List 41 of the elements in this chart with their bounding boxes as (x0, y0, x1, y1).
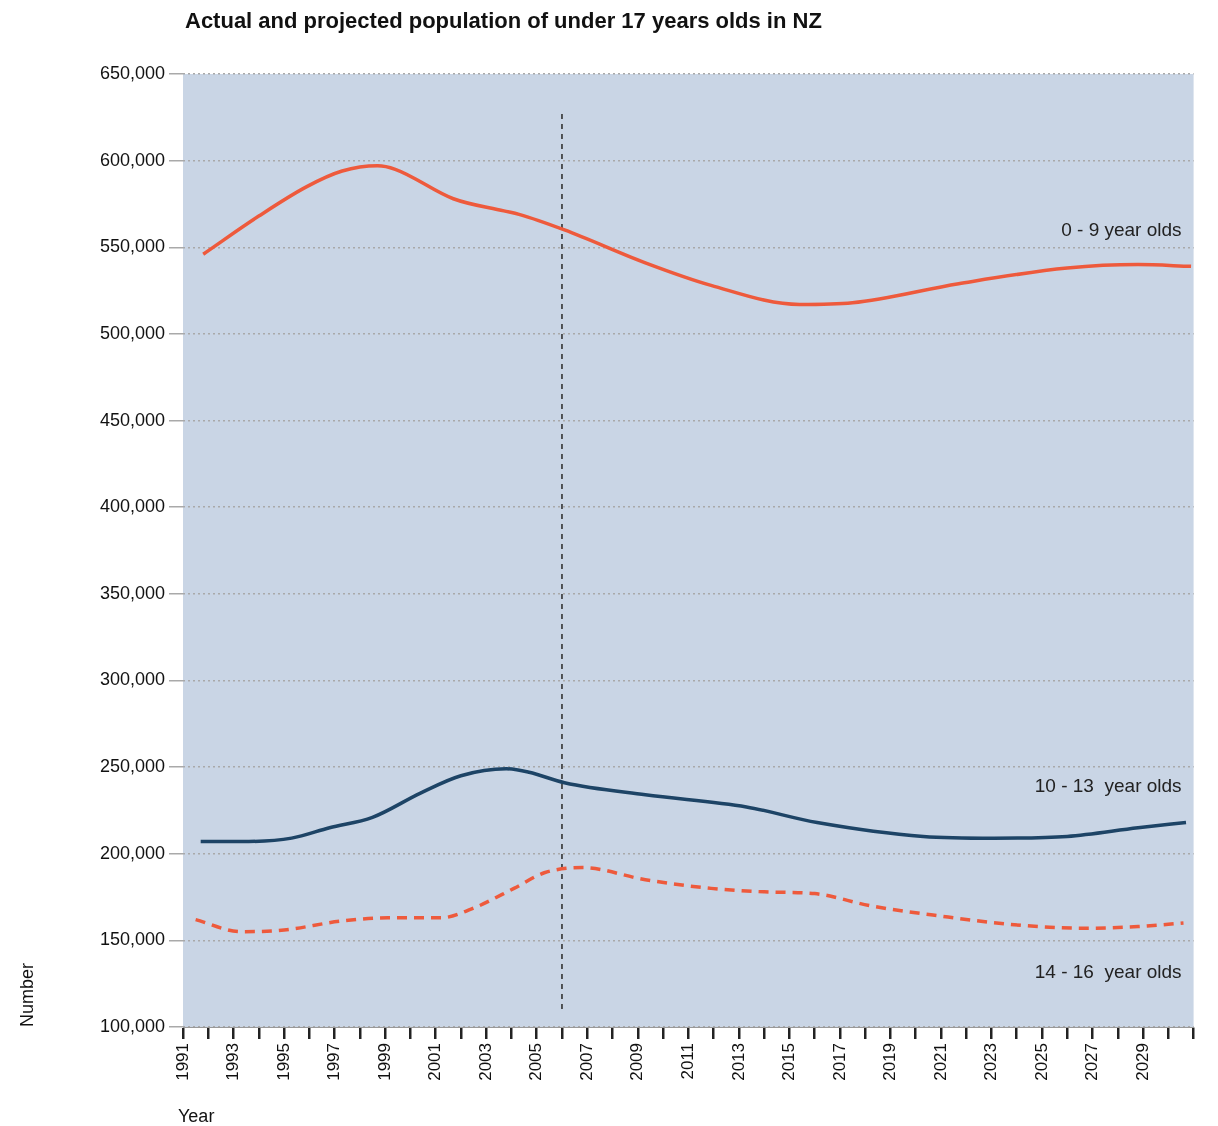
x-tick-label: 2029 (1132, 1043, 1152, 1081)
series-label: 14 - 16 year olds (1034, 961, 1182, 983)
y-tick-label: 600,000 (99, 149, 165, 170)
x-tick-label: 2001 (425, 1043, 445, 1081)
y-tick-label: 300,000 (99, 669, 165, 690)
y-tick-label: 400,000 (99, 496, 165, 517)
x-tick-label: 2009 (627, 1043, 647, 1081)
x-tick-label: 2021 (930, 1043, 950, 1081)
x-tick-label: 1995 (273, 1043, 293, 1081)
series-label: 0 - 9 year olds (1061, 218, 1182, 240)
x-tick-label: 2025 (1031, 1043, 1051, 1081)
y-tick-label: 500,000 (99, 322, 165, 343)
x-tick-label: 2011 (677, 1043, 697, 1080)
y-tick-label: 450,000 (99, 409, 165, 430)
y-axis-title: Number (16, 962, 37, 1027)
x-tick-label: 1999 (374, 1043, 394, 1081)
x-axis-title: Year (178, 1106, 215, 1126)
y-tick-label: 250,000 (99, 756, 165, 777)
x-tick-label: 2023 (981, 1043, 1001, 1081)
x-tick-label: 1993 (223, 1043, 243, 1081)
chart-title: Actual and projected population of under 17 years olds in NZ (185, 8, 822, 34)
y-tick-label: 350,000 (99, 582, 165, 603)
y-tick-label: 200,000 (99, 842, 165, 863)
y-tick-label: 100,000 (99, 1015, 165, 1036)
x-tick-label: 2007 (576, 1043, 596, 1081)
x-tick-label: 2019 (880, 1043, 900, 1081)
y-tick-label: 550,000 (99, 236, 165, 257)
series-label: 10 - 13 year olds (1034, 774, 1182, 796)
x-tick-label: 1991 (172, 1043, 192, 1081)
x-tick-label: 1997 (324, 1043, 344, 1081)
line-series (201, 164, 1193, 307)
x-tick-label: 2013 (728, 1043, 748, 1081)
x-tick-label: 2003 (475, 1043, 495, 1081)
line-series (193, 865, 1186, 934)
x-tick-label: 2015 (779, 1043, 799, 1081)
x-tick-label: 2017 (829, 1043, 849, 1081)
x-tick-label: 2027 (1082, 1043, 1102, 1081)
y-tick-label: 150,000 (99, 929, 165, 950)
x-tick-label: 2005 (526, 1043, 546, 1081)
line-series (198, 767, 1188, 844)
y-tick-label: 650,000 (99, 62, 165, 83)
